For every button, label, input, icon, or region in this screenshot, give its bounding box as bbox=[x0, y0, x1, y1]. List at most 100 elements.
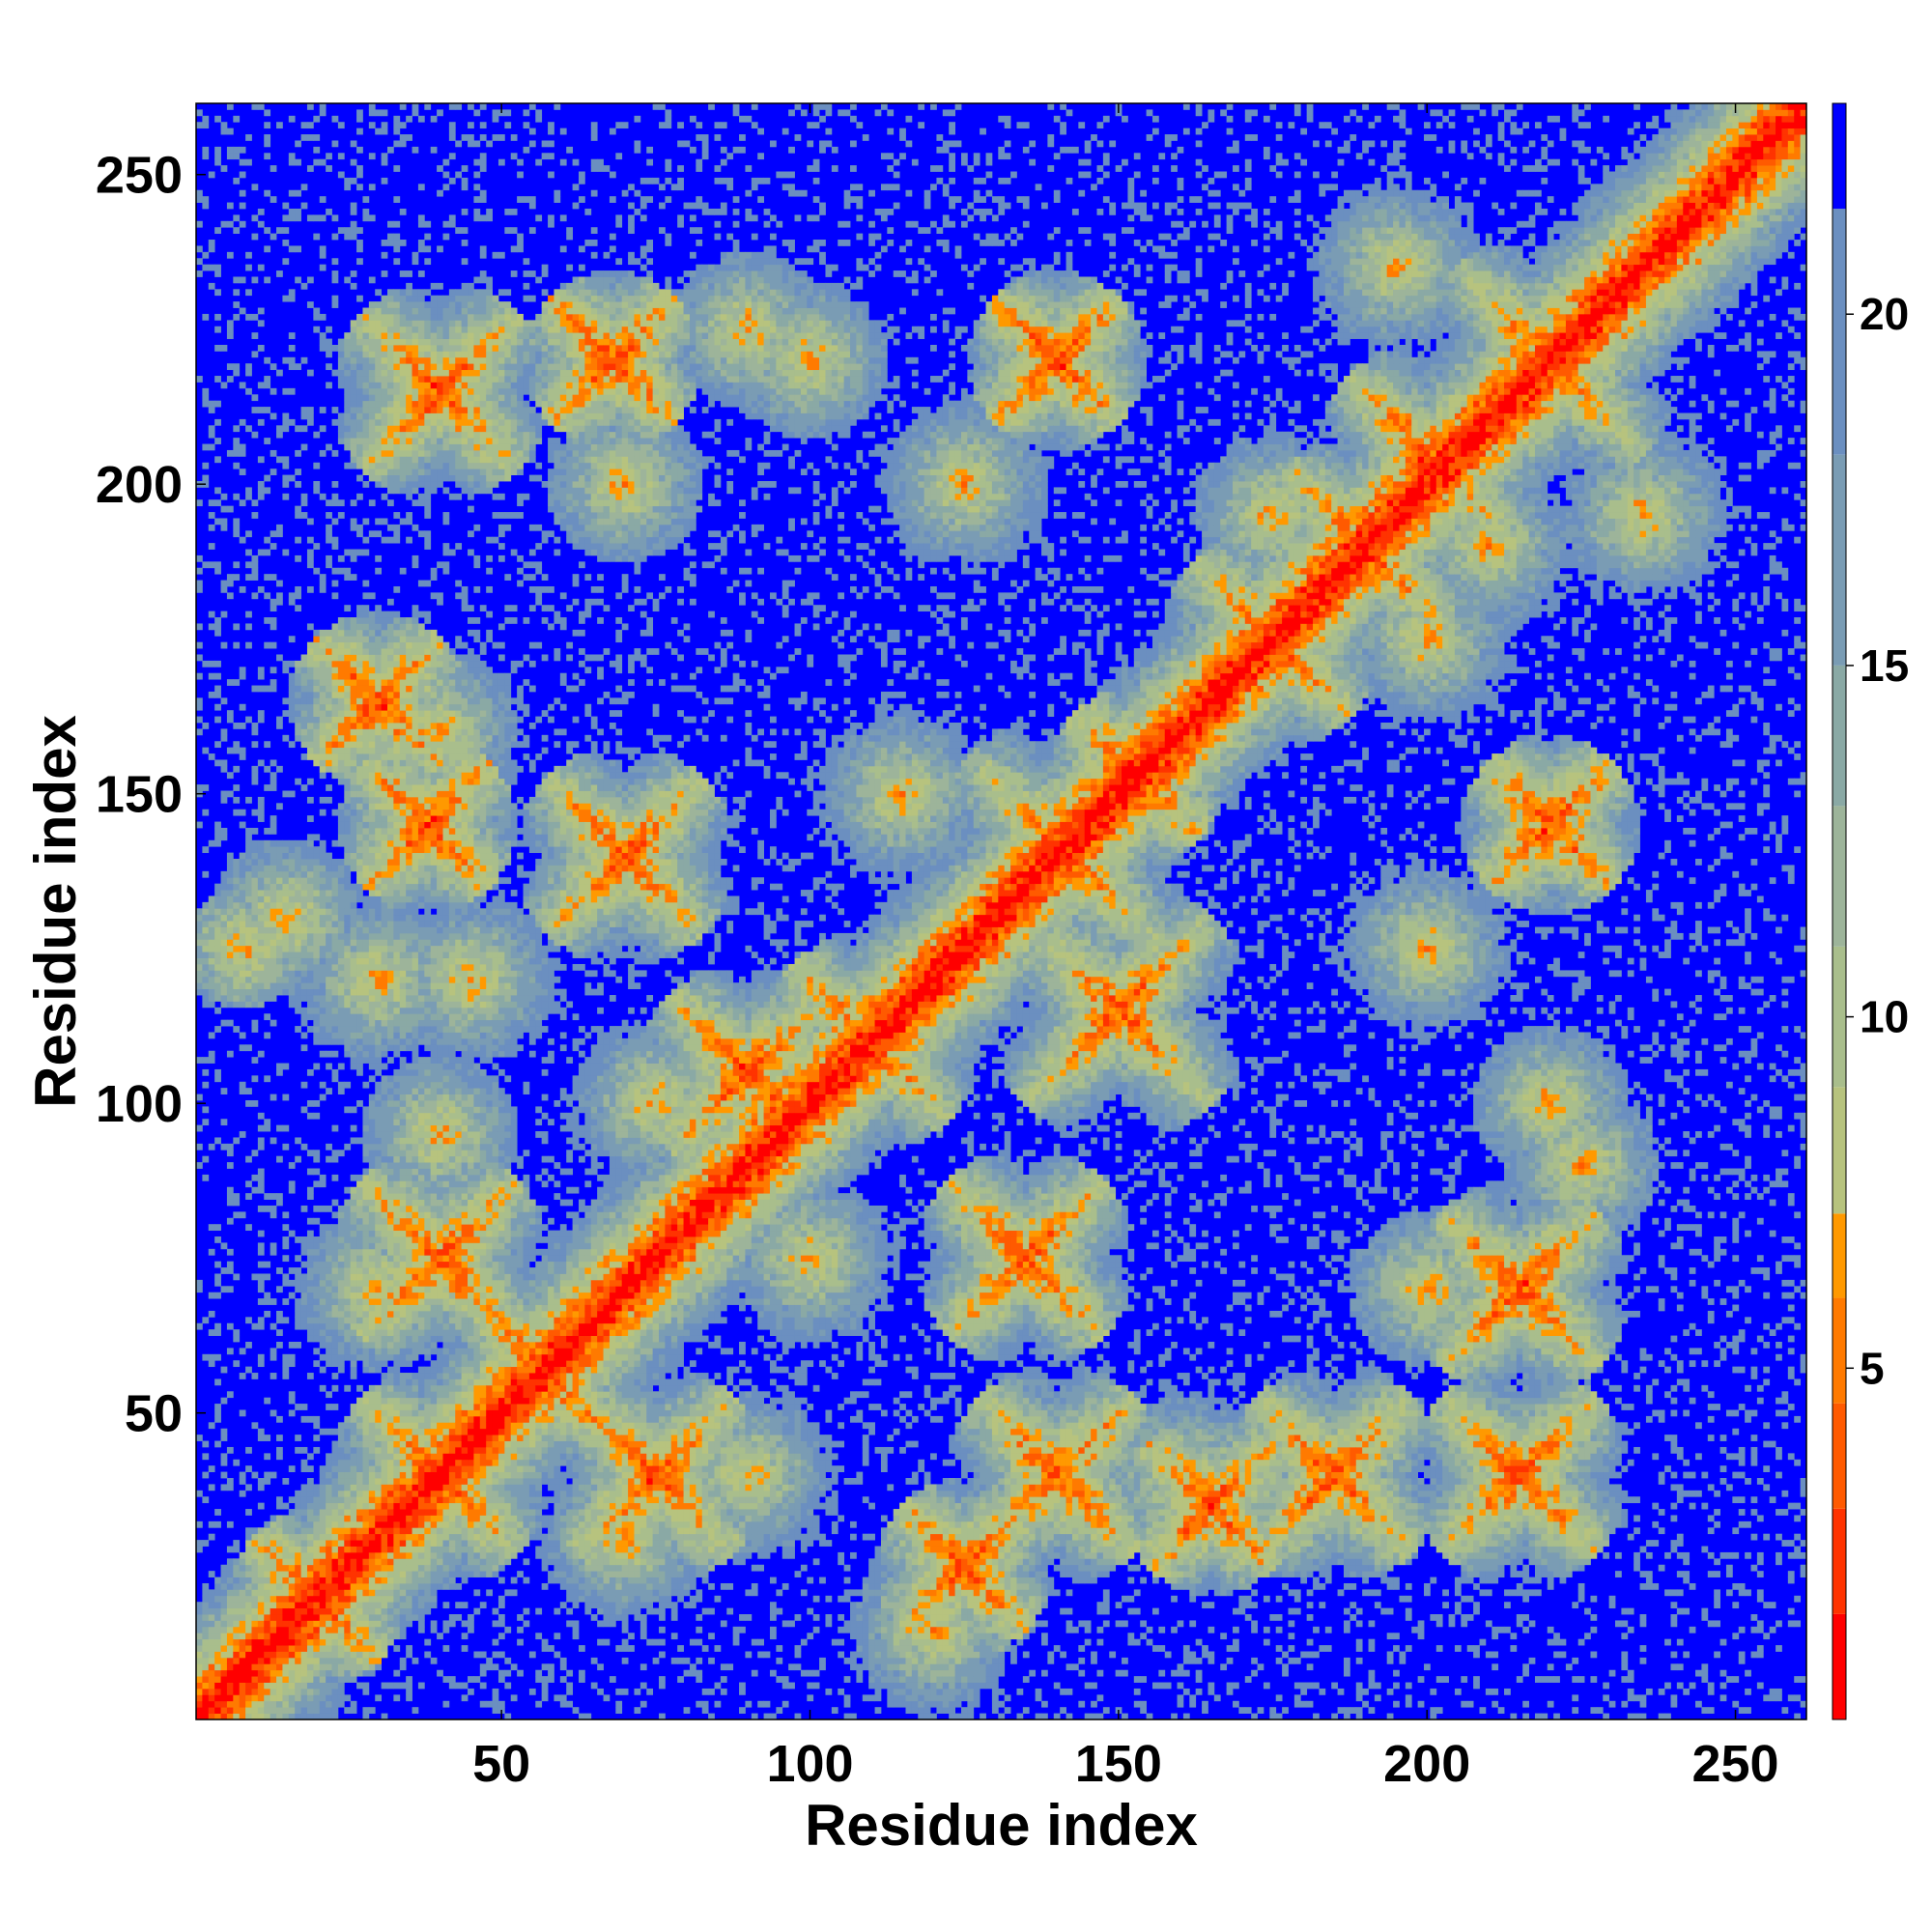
heatmap-cell bbox=[350, 518, 357, 526]
heatmap-cell bbox=[375, 796, 383, 804]
heatmap-cell bbox=[406, 636, 412, 643]
heatmap-cell bbox=[406, 796, 412, 804]
heatmap-cell bbox=[306, 1490, 314, 1497]
heatmap-cell bbox=[368, 1582, 376, 1590]
heatmap-cell bbox=[239, 1478, 246, 1485]
heatmap-cell bbox=[381, 685, 388, 693]
heatmap-cell bbox=[220, 765, 228, 773]
heatmap-cell bbox=[375, 1626, 383, 1634]
heatmap-cell bbox=[356, 425, 363, 433]
heatmap-cell bbox=[393, 784, 401, 791]
heatmap-cell bbox=[202, 1638, 210, 1646]
heatmap-cell bbox=[233, 1193, 241, 1200]
heatmap-cell bbox=[387, 1571, 394, 1577]
heatmap-cell bbox=[356, 1682, 363, 1690]
heatmap-cell bbox=[368, 1013, 376, 1021]
heatmap-cell bbox=[288, 901, 296, 909]
heatmap-cell bbox=[208, 691, 215, 698]
heatmap-cell bbox=[306, 1682, 314, 1690]
heatmap-cell bbox=[375, 1484, 383, 1492]
heatmap-cell bbox=[387, 456, 394, 464]
heatmap-cell bbox=[406, 1094, 412, 1101]
heatmap-cell bbox=[288, 1279, 296, 1287]
heatmap-cell bbox=[270, 1651, 277, 1659]
heatmap-cell bbox=[337, 926, 345, 934]
heatmap-cell bbox=[368, 957, 376, 965]
heatmap-cell bbox=[362, 1143, 370, 1151]
heatmap-cell bbox=[356, 227, 363, 235]
heatmap-cell bbox=[337, 679, 345, 686]
heatmap-cell bbox=[337, 1509, 345, 1516]
heatmap-cell bbox=[326, 1063, 332, 1070]
heatmap-cell bbox=[337, 1205, 345, 1212]
heatmap-cell bbox=[337, 122, 345, 129]
heatmap-cell bbox=[319, 1651, 327, 1659]
heatmap-cell bbox=[276, 1602, 283, 1609]
heatmap-cell bbox=[406, 1558, 412, 1566]
heatmap-cell bbox=[306, 1582, 314, 1590]
heatmap-cell bbox=[387, 1366, 394, 1374]
heatmap-cell bbox=[387, 765, 394, 773]
heatmap-cell bbox=[319, 264, 327, 271]
heatmap-cell bbox=[344, 1676, 352, 1683]
heatmap-cell bbox=[208, 1520, 215, 1528]
heatmap-cell bbox=[356, 1502, 363, 1510]
heatmap-cell bbox=[412, 772, 419, 780]
heatmap-cell bbox=[393, 1112, 401, 1120]
heatmap-cell bbox=[257, 796, 265, 804]
heatmap-cell bbox=[226, 202, 234, 210]
heatmap-cell bbox=[350, 387, 357, 395]
heatmap-cell bbox=[202, 1119, 210, 1126]
heatmap-cell bbox=[337, 1286, 345, 1293]
heatmap-cell bbox=[196, 1645, 203, 1652]
heatmap-cell bbox=[375, 870, 383, 878]
heatmap-cell bbox=[331, 685, 339, 693]
heatmap-cell bbox=[331, 1509, 339, 1516]
heatmap-cell bbox=[368, 982, 376, 990]
heatmap-cell bbox=[406, 1577, 412, 1584]
heatmap-cell bbox=[406, 1236, 412, 1243]
heatmap-cell bbox=[257, 982, 265, 990]
heatmap-cell bbox=[313, 1435, 321, 1441]
heatmap-cell bbox=[337, 1620, 345, 1628]
heatmap-cell bbox=[331, 926, 339, 934]
heatmap-cell bbox=[368, 1564, 376, 1572]
heatmap-cell bbox=[337, 1484, 345, 1492]
heatmap-cell bbox=[226, 1186, 234, 1194]
heatmap-cell bbox=[356, 1626, 363, 1634]
heatmap-cell bbox=[368, 1007, 376, 1014]
heatmap-cell bbox=[381, 629, 388, 637]
heatmap-cell bbox=[381, 1520, 388, 1528]
heatmap-cell bbox=[350, 499, 357, 507]
heatmap-cell bbox=[306, 1509, 314, 1516]
heatmap-cell bbox=[393, 1694, 401, 1702]
heatmap-cell bbox=[276, 1614, 283, 1621]
heatmap-cell bbox=[319, 1050, 327, 1058]
heatmap-cell bbox=[313, 1694, 321, 1702]
heatmap-cell bbox=[300, 890, 308, 896]
heatmap-cell bbox=[239, 1669, 246, 1677]
heatmap-cell bbox=[306, 753, 314, 760]
heatmap-cell bbox=[406, 326, 412, 333]
heatmap-cell bbox=[196, 1162, 203, 1169]
heatmap-cell bbox=[356, 952, 363, 958]
heatmap-cell bbox=[375, 1168, 383, 1176]
heatmap-cell bbox=[214, 1676, 221, 1683]
heatmap-cell bbox=[306, 301, 314, 308]
heatmap-cell bbox=[331, 1614, 339, 1621]
heatmap-cell bbox=[270, 939, 277, 947]
heatmap-cell bbox=[406, 387, 412, 395]
heatmap-cell bbox=[362, 945, 370, 952]
heatmap-cell bbox=[239, 1131, 246, 1138]
heatmap-cell bbox=[375, 376, 383, 383]
heatmap-cell bbox=[288, 914, 296, 922]
heatmap-cell bbox=[387, 1404, 394, 1410]
heatmap-cell bbox=[344, 723, 352, 729]
heatmap-cell bbox=[387, 1391, 394, 1399]
heatmap-cell bbox=[344, 1026, 352, 1033]
heatmap-cell bbox=[375, 901, 383, 909]
heatmap-cell bbox=[319, 747, 327, 754]
heatmap-cell bbox=[368, 499, 376, 507]
heatmap-cell bbox=[295, 1551, 301, 1559]
heatmap-cell bbox=[406, 481, 412, 488]
